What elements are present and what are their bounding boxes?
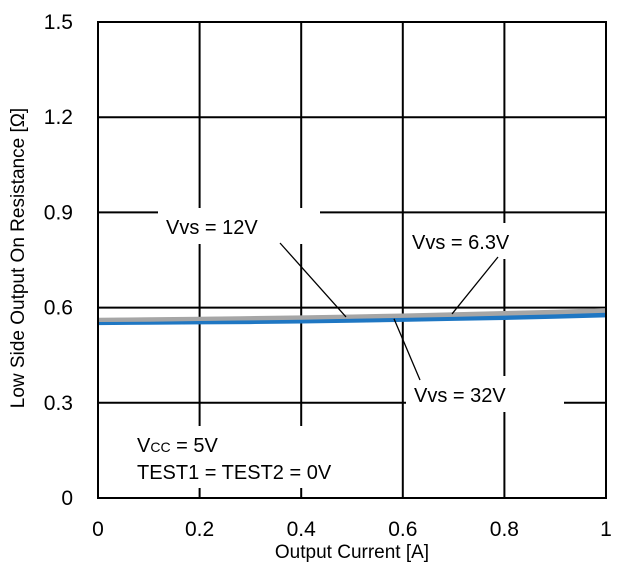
leader-lines xyxy=(279,242,499,381)
y-tick-label: 1.5 xyxy=(44,11,73,34)
y-tick-label: 0.9 xyxy=(44,201,73,224)
annotation-vcc: VCC = 5V xyxy=(137,435,218,457)
series-lines xyxy=(97,308,607,326)
annotation-vvs-6-3v: Vvs = 6.3V xyxy=(412,232,510,254)
leader-line-vvs-12v xyxy=(279,242,347,318)
y-axis-title: Low Side Output On Resistance [Ω] xyxy=(8,108,29,408)
y-tick-label: 1.2 xyxy=(44,106,73,129)
x-axis-title: Output Current [A] xyxy=(275,542,429,563)
x-tick-label: 0.8 xyxy=(490,518,519,541)
y-tick-label: 0 xyxy=(61,487,73,510)
annotation-vvs-32v: Vvs = 32V xyxy=(414,385,506,407)
plot-frame xyxy=(97,21,607,499)
annotation-vvs-12v: Vvs = 12V xyxy=(166,217,258,239)
annotation-test-pins: TEST1 = TEST2 = 0V xyxy=(137,462,332,484)
y-tick-label: 0.6 xyxy=(44,297,73,320)
leader-line-vvs-32v xyxy=(393,318,421,381)
tick-labels: 0 0.2 0.4 0.6 0.8 1 0 0.3 0.6 0.9 1.2 1.5 xyxy=(44,11,612,541)
x-tick-label: 0.4 xyxy=(287,518,317,541)
y-tick-label: 0.3 xyxy=(44,392,73,415)
x-tick-label: 0 xyxy=(92,518,104,541)
x-tick-label: 1 xyxy=(600,518,612,541)
x-tick-label: 0.6 xyxy=(388,518,417,541)
annotation-background xyxy=(404,223,550,259)
annotation-background xyxy=(128,426,378,488)
annotation-boxes xyxy=(128,208,564,488)
plot-border xyxy=(97,21,607,499)
series-line-vvs-6-3v xyxy=(97,308,607,322)
annotation-background xyxy=(406,376,564,412)
leader-line-vvs-6-3v xyxy=(451,256,499,315)
annotation-background xyxy=(158,208,320,244)
x-tick-label: 0.2 xyxy=(185,518,214,541)
